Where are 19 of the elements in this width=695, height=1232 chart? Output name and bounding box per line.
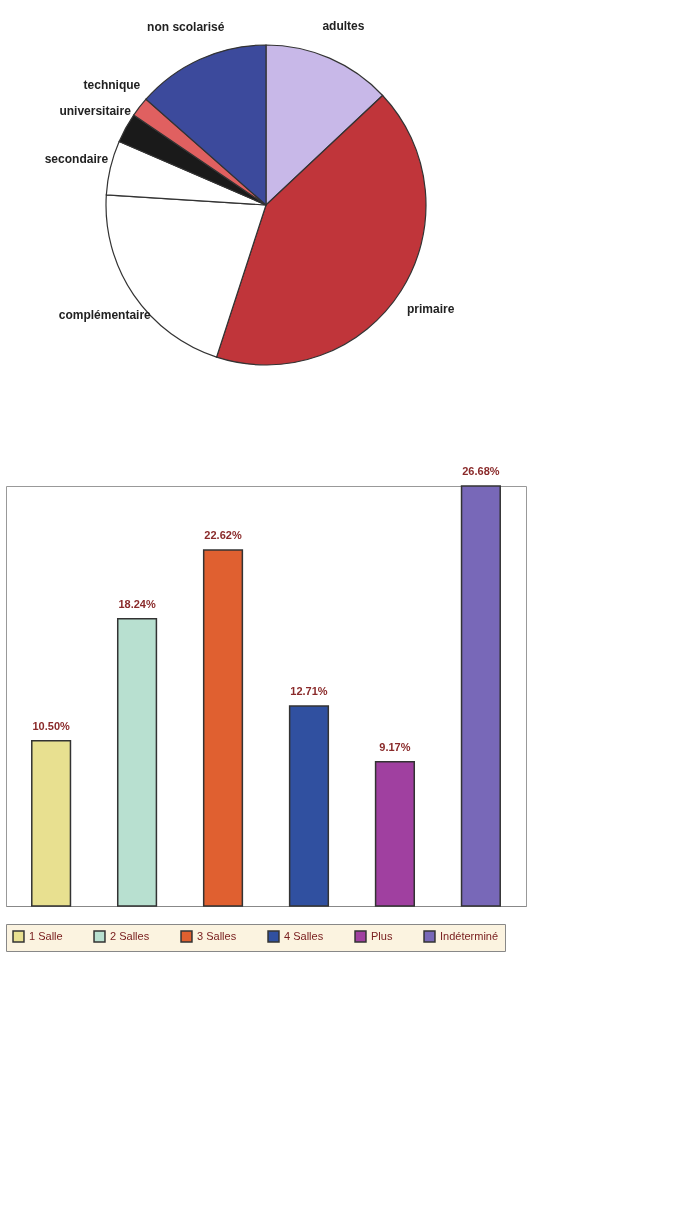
slice-label: universitaire: [59, 104, 132, 119]
legend-label: 3 Salles: [197, 929, 237, 942]
slice-label: non scolarisé: [147, 20, 225, 35]
data-label: 22.62%: [204, 528, 242, 541]
data-label: 26.68%: [462, 465, 500, 477]
legend-label: 1 Salle: [29, 929, 63, 942]
data-label: 9.17%: [379, 740, 411, 753]
slice-label: secondaire: [44, 152, 109, 167]
data-label: 10.50%: [32, 719, 70, 732]
data-label: 18.24%: [118, 597, 156, 610]
legend-label: Plus: [371, 929, 393, 942]
legend-label: 4 Salles: [284, 929, 324, 942]
legend-label: Indéterminé: [440, 929, 499, 942]
slice-label: primaire: [406, 302, 455, 317]
slice-label: technique: [83, 78, 141, 93]
slice-label: adultes: [322, 19, 365, 34]
slice-label: complémentaire: [58, 307, 152, 322]
data-label: 12.71%: [290, 684, 328, 697]
legend-label: 2 Salles: [110, 929, 150, 942]
